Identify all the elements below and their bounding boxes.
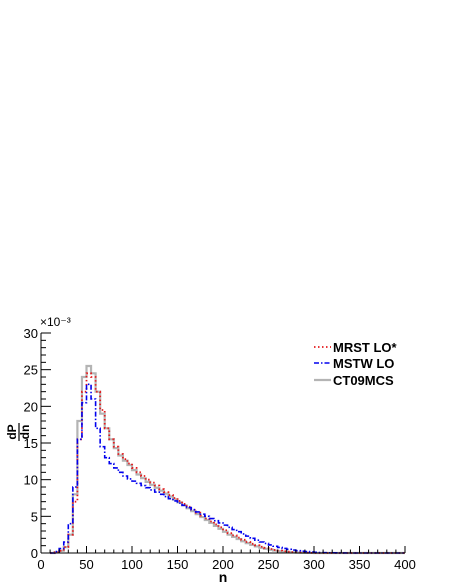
x-tick-label: 350 [349,557,371,572]
y-tick-label: 25 [24,363,38,378]
x-tick-label: 300 [303,557,325,572]
x-tick-label: 0 [37,557,44,572]
series-layer [50,364,405,555]
legend: MRST LO*MSTW LO CT09MCS [314,340,397,388]
x-tick-label: 250 [258,557,280,572]
legend-label: CT09MCS [333,373,394,388]
y-axis-exponent: ×10⁻³ [40,315,71,329]
y-tick-label: 20 [24,399,38,414]
x-tick-label: 150 [167,557,189,572]
x-tick-label: 200 [212,557,234,572]
x-tick-label: 50 [79,557,93,572]
y-axis-label-denominator: dn [18,425,32,440]
x-tick-label: 400 [394,557,416,572]
y-tick-label: 0 [31,546,38,561]
axes-layer: 0 50 100 150 200 250 300 350 400 0 5 10 15 20 25 30 [24,326,416,572]
x-axis-label: n [219,569,228,585]
y-tick-label: 5 [31,509,38,524]
legend-label: MSTW LO [333,356,394,371]
y-tick-label: 10 [24,473,38,488]
y-axis-label: dP dn [5,423,32,441]
y-axis-label-numerator: dP [5,424,19,439]
y-tick-label: 30 [24,326,38,341]
series-line-mstw-lo [50,383,405,554]
legend-label: MRST LO* [333,340,397,355]
y-tick-label: 15 [24,436,38,451]
x-tick-label: 100 [121,557,143,572]
